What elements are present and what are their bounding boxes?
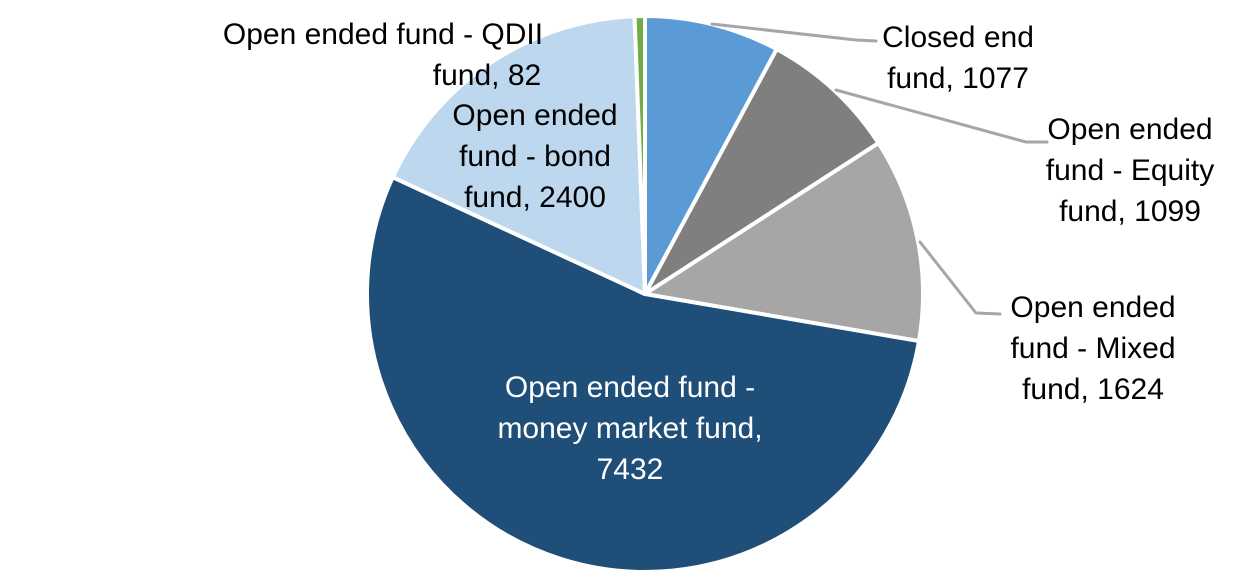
pie-slice-open-ended-fund-money-market-fund: [365, 175, 921, 574]
leader-lines: [710, 22, 1049, 316]
pie-slice-open-ended-fund-equity-fund: [643, 47, 881, 296]
pie-slice-open-ended-fund-mixed-fund: [643, 141, 925, 344]
pie-slice-open-ended-fund-bond-fund: [390, 14, 647, 296]
leader-line-closed-end-fund: [710, 22, 878, 43]
leader-line-open-ended-fund-mixed-fund: [918, 240, 1002, 316]
leader-line-open-ended-fund-equity-fund: [834, 88, 1049, 144]
pie-slice-open-ended-fund-qdii-fund: [632, 14, 647, 296]
pie-slices: [365, 14, 925, 574]
